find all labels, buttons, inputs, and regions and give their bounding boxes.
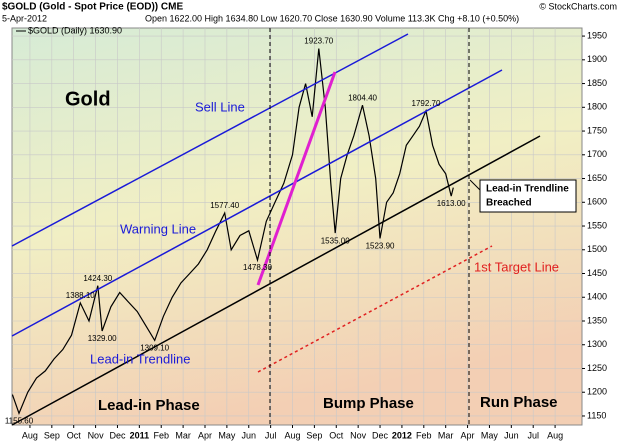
- y-tick-label: 1750: [587, 125, 607, 135]
- y-tick-label: 1400: [587, 292, 607, 302]
- y-tick-label: 1350: [587, 315, 607, 325]
- trendline-label: Lead-in Trendline: [90, 351, 190, 366]
- phase-label: Bump Phase: [323, 395, 414, 412]
- x-tick-label: 2011: [130, 430, 150, 440]
- overlay: Gold Sell Line Warning Line Lead-in Tren…: [5, 25, 577, 426]
- point-label: 1478.30: [243, 263, 272, 272]
- phase-label: Run Phase: [480, 394, 558, 411]
- point-label: 1613.00: [437, 199, 466, 208]
- x-tick-label: Feb: [153, 430, 169, 440]
- y-tick-label: 1950: [587, 30, 607, 40]
- x-tick-label: Jul: [527, 430, 539, 440]
- sell-line-label: Sell Line: [195, 99, 245, 114]
- point-label: 1424.30: [83, 274, 112, 283]
- callout-pointer: [469, 179, 481, 191]
- point-label: 1792.70: [412, 99, 441, 108]
- y-tick-label: 1150: [587, 410, 606, 420]
- callout-text: Lead-in Trendline: [486, 184, 569, 195]
- point-label: 1388.10: [66, 291, 95, 300]
- y-tick-label: 1650: [587, 173, 607, 183]
- x-tick-label: Aug: [285, 430, 301, 440]
- x-tick-label: May: [481, 430, 499, 440]
- x-tick-label: Dec: [109, 430, 126, 440]
- quote: Open 1622.00 High 1634.80 Low 1620.70 Cl…: [145, 13, 519, 23]
- x-tick-label: Feb: [416, 430, 432, 440]
- target-line-label: 1st Target Line: [474, 259, 559, 274]
- x-tick-label: Oct: [329, 430, 344, 440]
- date: 5-Apr-2012: [2, 13, 47, 23]
- x-tick-label: Jul: [265, 430, 277, 440]
- warning-line: [11, 69, 503, 337]
- x-tick-label: Dec: [372, 430, 389, 440]
- point-label: 1155.60: [5, 416, 34, 425]
- point-label: 1923.70: [304, 37, 333, 46]
- y-tick-label: 1200: [587, 387, 607, 397]
- x-tick-label: Sep: [44, 430, 60, 440]
- y-tick-label: 1850: [587, 78, 607, 88]
- y-tick-label: 1800: [587, 102, 607, 112]
- y-tick-label: 1600: [587, 197, 607, 207]
- x-tick-label: Jun: [241, 430, 256, 440]
- y-tick-label: 1450: [587, 268, 607, 278]
- point-label: 1329.00: [88, 334, 117, 343]
- y-tick-label: 1550: [587, 220, 607, 230]
- lead-in-trendline: [11, 135, 541, 426]
- x-tick-label: Mar: [438, 430, 454, 440]
- point-label: 1535.00: [321, 236, 350, 245]
- x-tick-label: Apr: [198, 430, 212, 440]
- chart-title: $GOLD (Gold - Spot Price (EOD)) CME: [2, 2, 183, 13]
- x-tick-label: 2012: [392, 430, 412, 440]
- point-label: 1804.40: [348, 93, 377, 102]
- x-tick-label: Aug: [22, 430, 38, 440]
- x-tick-label: Sep: [306, 430, 322, 440]
- plot: [12, 28, 582, 425]
- point-label: 1309.10: [140, 344, 169, 353]
- x-tick-label: Nov: [350, 430, 367, 440]
- x-tick-label: May: [218, 430, 236, 440]
- point-label: 1523.90: [366, 242, 395, 251]
- x-tick-label: Apr: [461, 430, 475, 440]
- callout-text: Breached: [486, 198, 532, 209]
- target-line: [257, 245, 493, 373]
- source: © StockCharts.com: [539, 1, 617, 11]
- price-line: [12, 48, 454, 415]
- y-tick-label: 1700: [587, 149, 607, 159]
- warning-line-label: Warning Line: [120, 221, 196, 236]
- x-tick-label: Nov: [88, 430, 105, 440]
- y-tick-label: 1250: [587, 363, 607, 373]
- y-tick-label: 1500: [587, 244, 607, 254]
- x-tick-label: Jun: [504, 430, 519, 440]
- y-tick-label: 1900: [587, 54, 607, 64]
- callout-box: [479, 179, 577, 213]
- phase-label: Lead-in Phase: [98, 397, 200, 414]
- y-tick-label: 1300: [587, 339, 607, 349]
- sell-line: [11, 33, 409, 247]
- x-tick-label: Mar: [175, 430, 191, 440]
- asset-label: Gold: [65, 88, 111, 110]
- bump-line: [256, 71, 337, 286]
- point-label: 1577.40: [210, 201, 239, 210]
- legend-label: $GOLD (Daily) 1630.90: [28, 25, 122, 35]
- x-tick-label: Oct: [67, 430, 82, 440]
- x-tick-label: Aug: [547, 430, 563, 440]
